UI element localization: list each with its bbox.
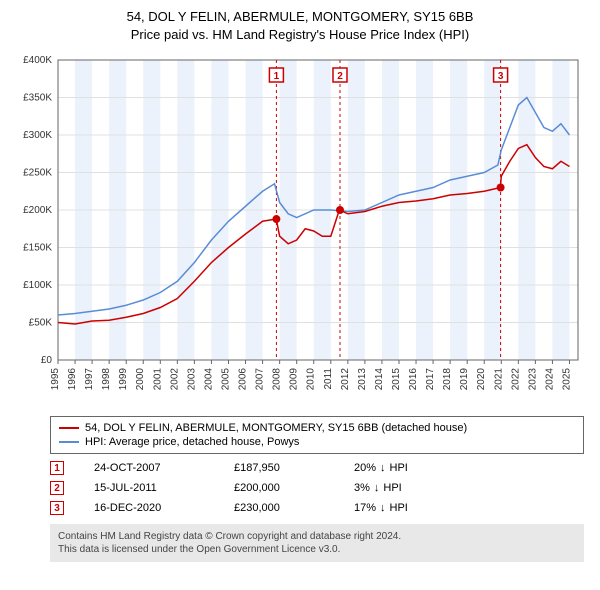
sale-row: 1 24-OCT-2007 £187,950 20% ↓ HPI [50, 458, 584, 478]
legend-label: HPI: Average price, detached house, Powy… [85, 436, 299, 448]
title-line-1: 54, DOL Y FELIN, ABERMULE, MONTGOMERY, S… [8, 8, 592, 26]
svg-text:2025: 2025 [561, 368, 572, 391]
svg-text:£50K: £50K [29, 318, 53, 329]
svg-text:1995: 1995 [50, 368, 61, 391]
line-chart: £0 £50K £100K £150K £200K £250K £300K £350K £400… [8, 50, 592, 410]
sales-table: 1 24-OCT-2007 £187,950 20% ↓ HPI 2 15-JUL-201… [50, 458, 584, 518]
svg-text:2007: 2007 [255, 368, 266, 391]
sale-price: £230,000 [234, 502, 324, 514]
svg-text:3: 3 [498, 71, 504, 82]
legend-swatch [59, 441, 79, 443]
sale-delta: 3% ↓ HPI [354, 482, 454, 494]
footer-line-2: This data is licensed under the Open Gov… [58, 543, 576, 556]
svg-text:2024: 2024 [544, 368, 555, 391]
svg-text:£350K: £350K [23, 93, 52, 104]
svg-text:£300K: £300K [23, 130, 52, 141]
svg-text:2011: 2011 [323, 368, 334, 390]
sale-delta: 17% ↓ HPI [354, 502, 454, 514]
svg-text:£250K: £250K [23, 168, 52, 179]
svg-text:£150K: £150K [23, 243, 52, 254]
svg-text:1997: 1997 [84, 368, 95, 391]
svg-text:2018: 2018 [442, 368, 453, 391]
svg-text:2008: 2008 [272, 368, 283, 391]
svg-text:2000: 2000 [135, 368, 146, 391]
sale-date: 15-JUL-2011 [94, 482, 204, 494]
svg-text:£100K: £100K [23, 280, 52, 291]
sale-price: £187,950 [234, 462, 324, 474]
svg-text:1998: 1998 [101, 368, 112, 391]
svg-text:£0: £0 [41, 355, 53, 366]
svg-text:2019: 2019 [459, 368, 470, 391]
footer-line-1: Contains HM Land Registry data © Crown c… [58, 530, 576, 543]
sale-row: 2 15-JUL-2011 £200,000 3% ↓ HPI [50, 478, 584, 498]
arrow-down-icon: ↓ [380, 502, 386, 514]
sale-marker-number: 1 [50, 461, 64, 475]
arrow-down-icon: ↓ [380, 462, 386, 474]
footer: Contains HM Land Registry data © Crown c… [50, 524, 584, 562]
title-line-2: Price paid vs. HM Land Registry's House … [8, 26, 592, 44]
legend-swatch [59, 427, 79, 429]
legend: 54, DOL Y FELIN, ABERMULE, MONTGOMERY, S… [50, 416, 584, 454]
svg-text:2021: 2021 [493, 368, 504, 391]
sale-date: 24-OCT-2007 [94, 462, 204, 474]
legend-label: 54, DOL Y FELIN, ABERMULE, MONTGOMERY, S… [85, 422, 467, 434]
svg-text:1996: 1996 [67, 368, 78, 391]
sale-delta: 20% ↓ HPI [354, 462, 454, 474]
svg-text:2017: 2017 [425, 368, 436, 391]
svg-text:2006: 2006 [238, 368, 249, 391]
chart-container: 54, DOL Y FELIN, ABERMULE, MONTGOMERY, S… [8, 8, 592, 562]
svg-text:2010: 2010 [306, 368, 317, 391]
svg-text:2009: 2009 [289, 368, 300, 391]
svg-text:2013: 2013 [357, 368, 368, 391]
svg-text:2003: 2003 [186, 368, 197, 391]
sale-price: £200,000 [234, 482, 324, 494]
arrow-down-icon: ↓ [374, 482, 380, 494]
svg-text:1999: 1999 [118, 368, 129, 391]
svg-text:1: 1 [274, 71, 280, 82]
legend-item: HPI: Average price, detached house, Powy… [59, 435, 575, 449]
svg-text:2022: 2022 [510, 368, 521, 391]
svg-text:2016: 2016 [408, 368, 419, 391]
sale-marker-number: 3 [50, 501, 64, 515]
sale-marker-number: 2 [50, 481, 64, 495]
svg-text:2020: 2020 [476, 368, 487, 391]
svg-text:2014: 2014 [374, 368, 385, 391]
svg-text:2012: 2012 [340, 368, 351, 391]
sale-date: 16-DEC-2020 [94, 502, 204, 514]
chart-title-block: 54, DOL Y FELIN, ABERMULE, MONTGOMERY, S… [8, 8, 592, 44]
sale-row: 3 16-DEC-2020 £230,000 17% ↓ HPI [50, 498, 584, 518]
svg-text:2023: 2023 [527, 368, 538, 391]
svg-text:£400K: £400K [23, 55, 52, 66]
svg-text:£200K: £200K [23, 205, 52, 216]
svg-text:2: 2 [337, 71, 343, 82]
svg-text:2015: 2015 [391, 368, 402, 391]
svg-text:2005: 2005 [220, 368, 231, 391]
svg-text:2001: 2001 [152, 368, 163, 391]
svg-text:2004: 2004 [203, 368, 214, 391]
svg-text:2002: 2002 [169, 368, 180, 391]
legend-item: 54, DOL Y FELIN, ABERMULE, MONTGOMERY, S… [59, 421, 575, 435]
